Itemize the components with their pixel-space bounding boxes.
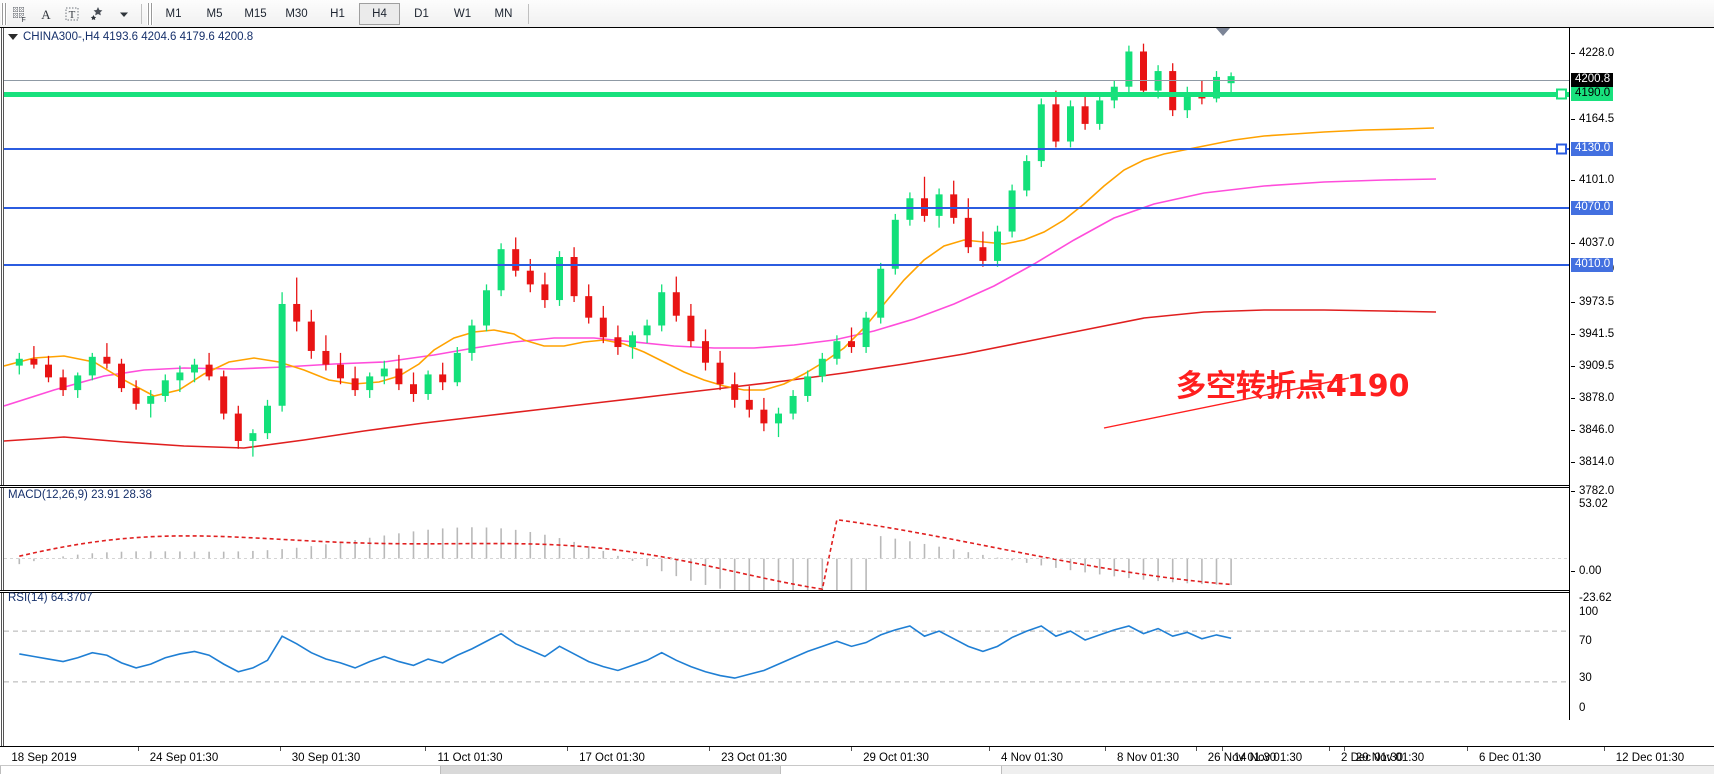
pane-separator-macd[interactable] — [0, 485, 1714, 488]
svg-text:A: A — [41, 7, 51, 22]
time-axis-label: 4 Nov 01:30 — [1000, 752, 1064, 764]
time-axis-tick — [1196, 747, 1197, 751]
timeframe-h1[interactable]: H1 — [330, 7, 345, 20]
symbol-header-text: CHINA300-,H4 4193.6 4204.6 4179.6 4200.8 — [23, 31, 254, 43]
crosshair-f-icon[interactable]: F — [7, 2, 33, 26]
text-a-icon[interactable]: A — [33, 2, 59, 26]
level-line-4130 — [4, 148, 1569, 150]
level-line-4070 — [4, 207, 1569, 209]
time-axis-label: 20 Nov 01:30 — [1355, 752, 1425, 764]
timeframe-m15[interactable]: M15 — [244, 7, 267, 20]
green-level-tag[interactable]: 4190.0 — [1571, 87, 1614, 101]
time-axis-label: 2 Dec 01:30 — [1340, 752, 1404, 764]
chart-top-marker-icon — [1216, 28, 1230, 36]
pane-separator-rsi[interactable] — [0, 590, 1714, 593]
macd-series-layer — [4, 518, 1569, 590]
macd-pane[interactable] — [4, 488, 1569, 590]
toolbar-grip-1[interactable] — [1, 2, 7, 25]
rsi-pane-label: RSI(14) 64.3707 — [8, 592, 93, 604]
time-axis-tick — [851, 747, 852, 751]
timeframe-m1[interactable]: M1 — [165, 7, 182, 20]
time-axis-tick — [138, 747, 139, 751]
timeframe-h4[interactable]: H4 — [359, 2, 400, 25]
collapse-triangle-icon[interactable] — [8, 33, 18, 40]
taskbar — [0, 765, 1714, 774]
time-axis-label: 8 Nov 01:30 — [1116, 752, 1180, 764]
time-axis-tick — [1222, 747, 1223, 751]
annotation-pointer-line — [1103, 377, 1350, 429]
current-price-line — [4, 80, 1569, 81]
symbol-header: CHINA300-,H4 4193.6 4204.6 4179.6 4200.8 — [8, 31, 253, 43]
level-line-4190 — [4, 92, 1569, 97]
ma-slow-line — [4, 309, 1437, 449]
time-axis-label: 26 Nov 01:30 — [1207, 752, 1277, 764]
rsi-series-layer — [4, 625, 1569, 683]
time-axis-label: 30 Sep 01:30 — [291, 752, 361, 764]
time-axis-tick — [709, 747, 710, 751]
time-axis-label: 6 Dec 01:30 — [1478, 752, 1542, 764]
svg-text:F: F — [22, 17, 26, 23]
blue-level-tag-4070[interactable]: 4070.0 — [1571, 201, 1614, 215]
level-line-4010 — [4, 264, 1569, 266]
time-axis-tick — [1344, 747, 1345, 751]
time-axis-tick — [989, 747, 990, 751]
dropdown-arrow-icon[interactable] — [111, 2, 137, 26]
time-axis-label: 23 Oct 01:30 — [721, 752, 787, 764]
rsi-pane[interactable] — [4, 593, 1569, 720]
objects-icon[interactable] — [85, 2, 111, 26]
level-handle-4130[interactable] — [1556, 143, 1567, 155]
timeframe-mn[interactable]: MN — [494, 7, 513, 20]
svg-text:T: T — [69, 9, 76, 21]
timeframe-w1[interactable]: W1 — [453, 7, 472, 20]
level-handle-4190[interactable] — [1556, 88, 1567, 100]
time-axis-tick — [567, 747, 568, 751]
toolbar-grip-2[interactable] — [147, 2, 153, 25]
ma-fast-line — [4, 127, 1435, 397]
time-axis-tick — [1604, 747, 1605, 751]
time-axis-label: 29 Oct 01:30 — [863, 752, 929, 764]
time-axis-label: 24 Sep 01:30 — [149, 752, 219, 764]
annotation-trendline-layer — [1103, 377, 1350, 429]
time-axis-tick — [425, 747, 426, 751]
time-axis-label: 18 Sep 2019 — [11, 752, 77, 764]
blue-level-tag-4130[interactable]: 4130.0 — [1571, 142, 1614, 156]
candlestick-layer — [15, 43, 1235, 457]
blue-level-tag-4010[interactable]: 4010.0 — [1571, 258, 1614, 272]
chart-area[interactable]: CHINA300-,H4 4193.6 4204.6 4179.6 4200.8 — [0, 27, 1714, 747]
time-axis-tick — [280, 747, 281, 751]
timeframe-m30[interactable]: M30 — [285, 7, 308, 20]
toolbar-divider — [141, 3, 142, 24]
text-label-icon[interactable]: T — [59, 2, 85, 26]
macd-pane-label: MACD(12,26,9) 23.91 28.38 — [8, 489, 152, 501]
time-axis-tick — [1329, 747, 1330, 751]
toolbar-divider-2 — [528, 3, 529, 24]
taskbar-segment-3[interactable] — [780, 766, 1002, 774]
time-axis-label: 11 Oct 01:30 — [437, 752, 503, 764]
time-axis-tick — [1105, 747, 1106, 751]
time-axis-label: 12 Dec 01:30 — [1615, 752, 1685, 764]
time-axis-label: 14 Nov 01:30 — [1233, 752, 1303, 764]
price-pane[interactable]: 多空转折点4190 — [4, 28, 1569, 486]
price-axis[interactable]: 4228.0 4164.5 4101.0 4037.0 4005.0 3973.… — [1569, 28, 1714, 720]
timeframe-m5[interactable]: M5 — [206, 7, 223, 20]
toolbar: F A T M1 M5 M15 M30 — [0, 0, 1714, 28]
current-price-tag[interactable]: 4200.8 — [1571, 73, 1614, 87]
left-scale-rail — [0, 28, 4, 747]
chart-annotation-text: 多空转折点4190 — [1176, 369, 1410, 404]
timeframe-d1[interactable]: D1 — [414, 7, 429, 20]
time-axis-label: 17 Oct 01:30 — [579, 752, 645, 764]
time-axis-tick — [1467, 747, 1468, 751]
